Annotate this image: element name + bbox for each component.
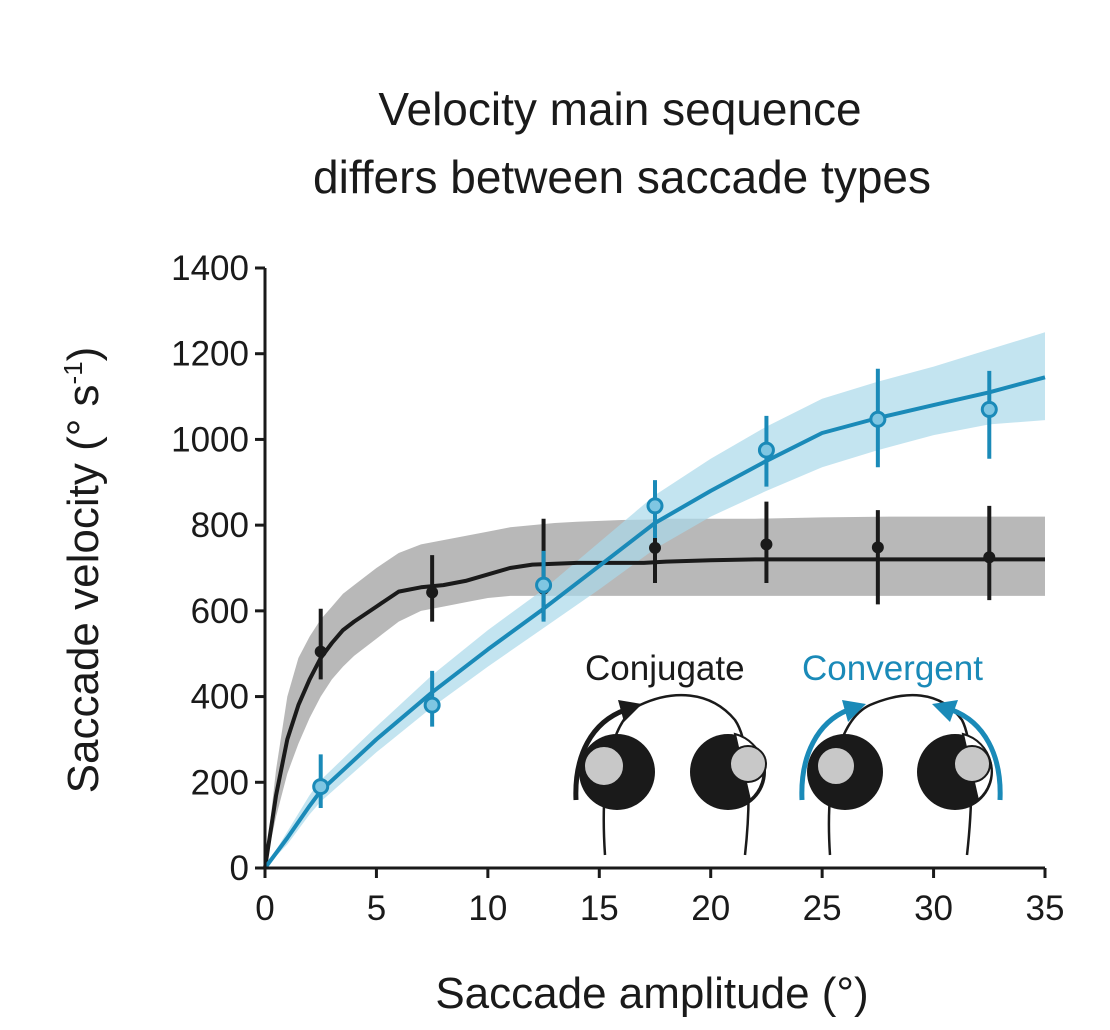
confidence-bands <box>265 332 1045 868</box>
y-tick-label: 1400 <box>171 249 249 288</box>
x-tick-label: 0 <box>255 889 274 928</box>
y-axis-label-close: ) <box>59 347 108 362</box>
legend: Conjugate Convergent <box>573 649 1003 856</box>
y-tick-label: 1200 <box>171 335 249 374</box>
x-tick-label: 35 <box>1026 889 1065 928</box>
conjugate-point <box>983 551 996 564</box>
conjugate-point <box>314 645 327 658</box>
data-points <box>312 368 998 808</box>
legend-convergent-label: Convergent <box>802 649 983 688</box>
x-tick-label: 10 <box>468 889 507 928</box>
y-axis-label: Saccade velocity (° s-1) <box>58 347 108 794</box>
conjugate-point <box>649 541 661 554</box>
conjugate-point <box>871 541 884 554</box>
legend-conjugate-label: Conjugate <box>585 649 745 688</box>
x-tick-label: 5 <box>367 889 386 928</box>
y-tick-label: 1000 <box>171 420 249 459</box>
y-tick-label: 0 <box>230 849 249 888</box>
convergent-point <box>312 778 330 796</box>
convergent-point <box>423 696 441 714</box>
convergent-line <box>263 375 1046 870</box>
chart-title-line-1: Velocity main sequence <box>378 83 861 135</box>
conjugate-point <box>426 586 439 599</box>
convergent-point <box>646 497 664 515</box>
convergent-point <box>980 400 998 418</box>
x-tick-label: 25 <box>803 889 842 928</box>
x-axis-label: Saccade amplitude (°) <box>435 969 868 1018</box>
conjugate-eyes-icon <box>573 694 767 856</box>
axes: 0 200 400 600 800 1000 1200 1400 0 5 10 15 20 25 30 35 <box>171 249 1064 928</box>
y-tick-label: 200 <box>191 763 249 802</box>
y-tick-label: 800 <box>191 506 249 545</box>
convergent-point <box>757 441 775 459</box>
conjugate-point <box>760 538 773 551</box>
convergent-point <box>535 576 553 594</box>
y-axis-label-main: Saccade velocity (° s <box>59 384 108 793</box>
x-tick-label: 20 <box>691 889 730 928</box>
conjugate-band <box>265 516 1045 868</box>
y-axis-label-superscript: -1 <box>58 361 88 384</box>
chart-title-line-2: differs between saccade types <box>313 151 931 203</box>
x-tick-label: 15 <box>580 889 619 928</box>
convergent-point <box>869 410 887 428</box>
convergent-eyes-icon <box>799 694 1003 856</box>
x-tick-label: 30 <box>914 889 953 928</box>
y-tick-label: 600 <box>191 592 249 631</box>
convergent-band <box>265 332 1045 868</box>
y-tick-label: 400 <box>191 678 249 717</box>
